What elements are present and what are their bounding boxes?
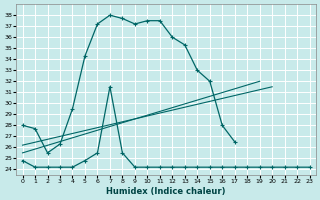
- X-axis label: Humidex (Indice chaleur): Humidex (Indice chaleur): [106, 187, 226, 196]
